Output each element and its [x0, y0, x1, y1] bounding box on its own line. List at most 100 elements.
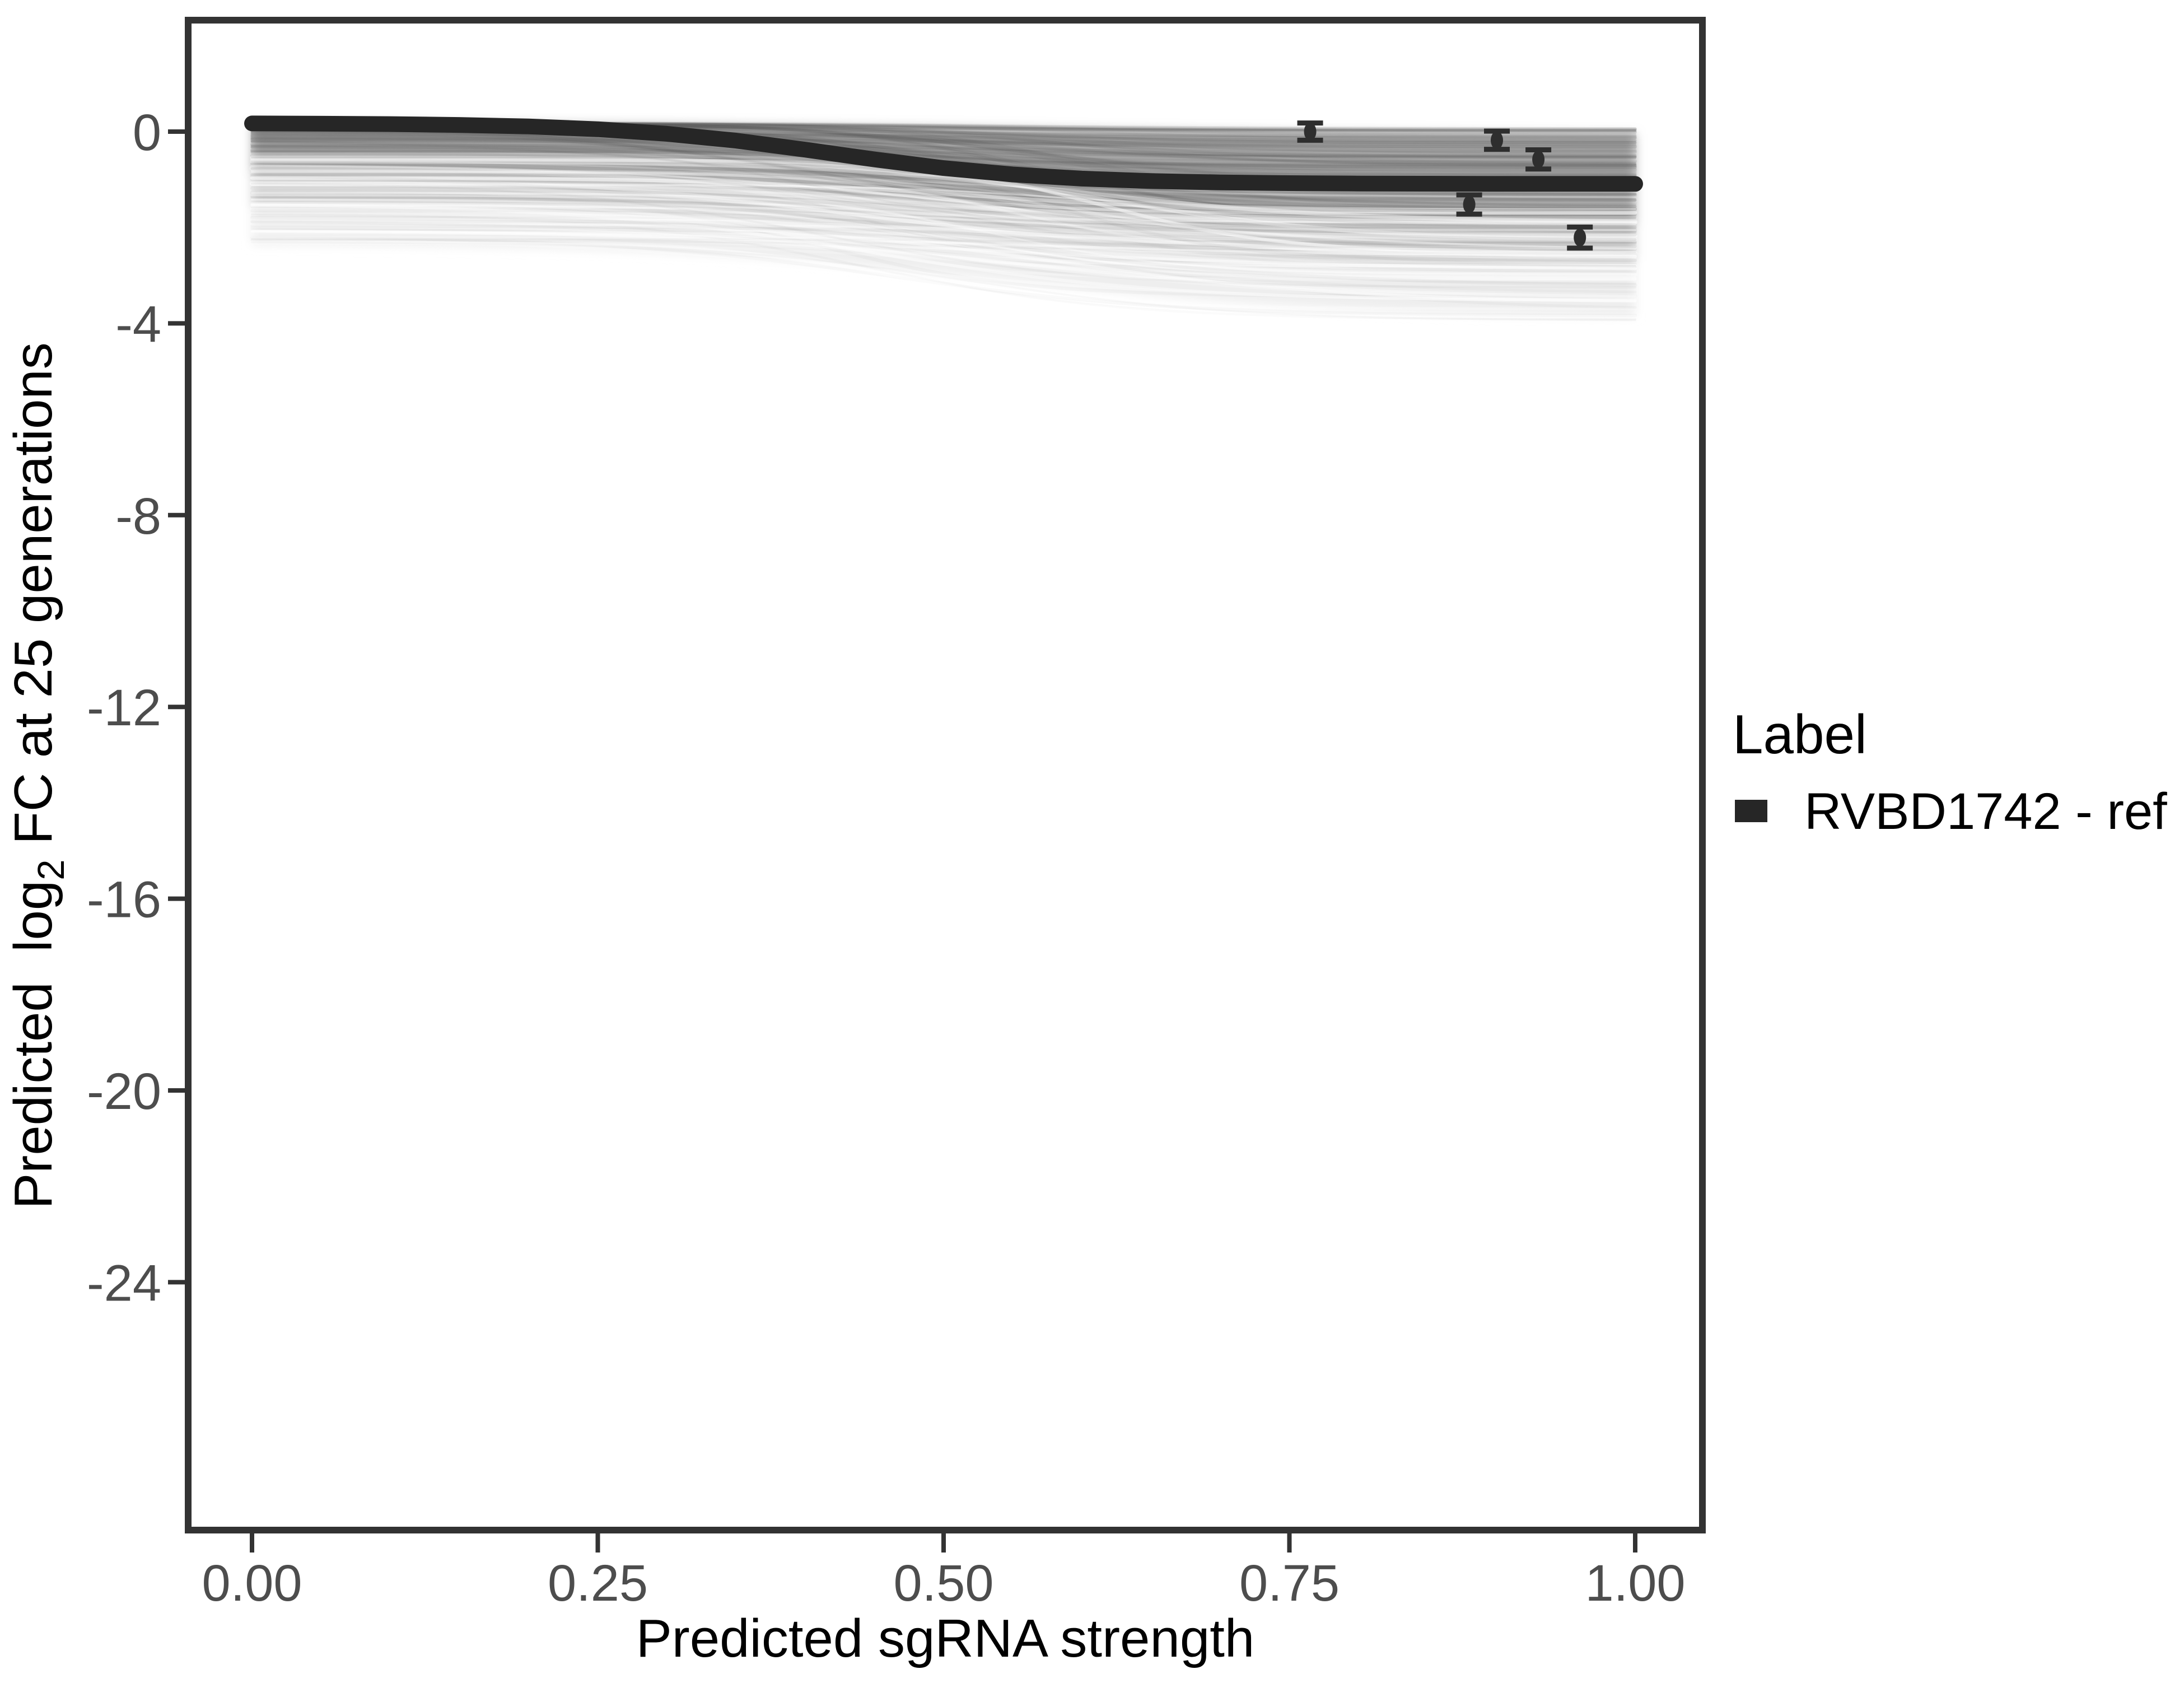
reference-curve: [244, 115, 1643, 192]
spaghetti-highlight-line: [249, 165, 1638, 240]
y-axis-title-post: FC at 25 generations: [3, 342, 63, 859]
spaghetti-highlight-line: [250, 185, 1637, 250]
spaghetti-highlight-line: [251, 194, 1636, 223]
spaghetti-highlight-line: [251, 203, 1636, 278]
spaghetti-line: [250, 175, 1637, 257]
spaghetti-highlight-line: [250, 236, 1637, 311]
spaghetti-line: [250, 146, 1637, 163]
spaghetti-highlight-line: [250, 241, 1637, 319]
legend-key-swatch: [1735, 800, 1767, 822]
spaghetti-line: [250, 134, 1637, 144]
data-point: [1574, 229, 1586, 247]
spaghetti-highlight-line: [250, 202, 1637, 237]
x-tick-label: 0.25: [548, 1555, 648, 1612]
spaghetti-highlight-line: [250, 220, 1637, 303]
spaghetti-line: [250, 145, 1637, 230]
x-tick-label: 0.75: [1239, 1555, 1340, 1612]
spaghetti-line: [251, 132, 1636, 142]
spaghetti-highlight-line: [250, 222, 1637, 270]
spaghetti-line: [250, 123, 1637, 220]
spaghetti-line: [250, 134, 1637, 144]
spaghetti-line: [250, 136, 1637, 236]
spaghetti-highlight-line: [250, 199, 1637, 241]
y-tick-label: -12: [87, 679, 161, 736]
spaghetti-lines: [249, 121, 1638, 319]
data-point-group: [1456, 192, 1482, 217]
spaghetti-line: [250, 151, 1637, 266]
spaghetti-highlight-line: [251, 164, 1636, 250]
spaghetti-highlight-line: [251, 158, 1636, 198]
spaghetti-line: [250, 142, 1637, 169]
spaghetti-line: [250, 136, 1637, 208]
spaghetti-highlight-line: [250, 203, 1637, 281]
spaghetti-line: [250, 143, 1637, 157]
ensemble-band-fill: [252, 172, 1635, 262]
spaghetti-line: [250, 137, 1637, 202]
data-points: [1297, 120, 1593, 251]
spaghetti-line: [250, 129, 1637, 232]
spaghetti-line: [250, 139, 1637, 173]
data-point-group: [1567, 224, 1593, 251]
y-tick-label: -24: [87, 1255, 161, 1312]
spaghetti-highlight-line: [250, 206, 1637, 238]
y-tick-label: -8: [115, 488, 161, 545]
legend-title: Label: [1733, 703, 1867, 765]
spaghetti-line: [250, 136, 1637, 154]
legend: Label RVBD1742 - ref: [1733, 703, 2167, 840]
y-tick-label: 0: [133, 104, 161, 161]
y-tick-label: -4: [115, 296, 161, 353]
spaghetti-line: [250, 144, 1637, 157]
spaghetti-line: [251, 132, 1636, 164]
spaghetti-line: [250, 139, 1637, 167]
spaghetti-highlight-line: [249, 166, 1638, 257]
y-tick-label: -16: [87, 871, 161, 929]
spaghetti-highlight-line: [250, 225, 1637, 268]
spaghetti-highlight-line: [250, 230, 1637, 298]
spaghetti-line: [250, 162, 1637, 216]
y-axis: 0 -4 -8 -12 -16 -20 -24: [87, 104, 185, 1312]
spaghetti-line: [250, 134, 1637, 146]
spaghetti-line: [250, 153, 1637, 237]
spaghetti-highlight-line: [251, 184, 1636, 210]
y-axis-title-sub: 2: [30, 859, 72, 880]
spaghetti-line: [250, 137, 1637, 149]
spaghetti-line: [251, 140, 1636, 253]
spaghetti-line: [251, 138, 1636, 166]
spaghetti-line: [250, 143, 1637, 245]
legend-item-label: RVBD1742 - ref: [1804, 783, 2167, 840]
spaghetti-highlight-line: [250, 181, 1637, 221]
x-axis-title: Predicted sgRNA strength: [636, 1609, 1255, 1668]
spaghetti-line: [251, 137, 1636, 146]
spaghetti-line: [250, 167, 1637, 268]
spaghetti-highlight-line: [250, 216, 1637, 258]
spaghetti-highlight-line: [250, 229, 1637, 271]
data-point-group: [1297, 120, 1323, 143]
spaghetti-line: [250, 162, 1637, 268]
spaghetti-line: [250, 145, 1637, 163]
spaghetti-highlight-line: [251, 168, 1636, 226]
x-axis: 0.00 0.25 0.50 0.75 1.00: [202, 1533, 1686, 1612]
spaghetti-highlight-line: [250, 188, 1637, 225]
spaghetti-highlight-line: [250, 179, 1637, 242]
spaghetti-line: [251, 164, 1636, 233]
spaghetti-highlight-line: [249, 181, 1638, 225]
spaghetti-highlight-line: [250, 175, 1637, 215]
spaghetti-line: [250, 135, 1637, 147]
data-point: [1532, 150, 1545, 169]
spaghetti-line: [250, 141, 1637, 219]
spaghetti-highlight-line: [250, 177, 1637, 215]
panel-border: [185, 17, 1706, 1533]
x-tick-label: 1.00: [1585, 1555, 1685, 1612]
spaghetti-highlight-line: [250, 235, 1637, 300]
spaghetti-line: [250, 140, 1637, 150]
spaghetti-line: [251, 134, 1636, 143]
spaghetti-highlight-line: [250, 237, 1637, 302]
spaghetti-line: [250, 146, 1637, 158]
spaghetti-highlight-line: [250, 240, 1637, 281]
spaghetti-highlight-line: [250, 159, 1637, 223]
spaghetti-highlight-line: [250, 203, 1637, 302]
spaghetti-line: [250, 174, 1637, 287]
x-tick-label: 0.50: [893, 1555, 993, 1612]
spaghetti-line: [250, 148, 1637, 195]
